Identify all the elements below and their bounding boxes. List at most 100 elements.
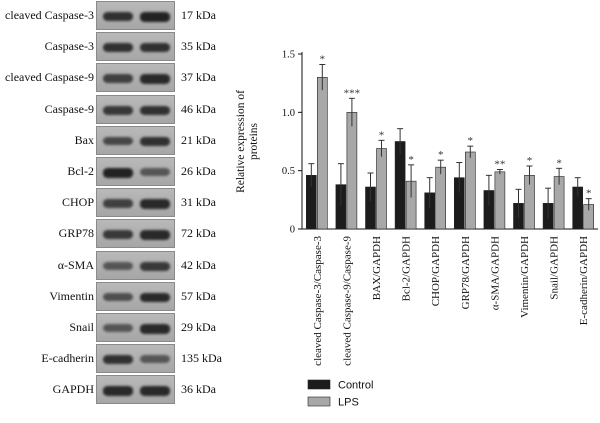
- lps-bar: [376, 148, 387, 230]
- blot-protein-label: Caspase-3: [44, 39, 94, 54]
- blot-image: [96, 94, 175, 124]
- significance-marker: ***: [344, 87, 361, 99]
- y-tick-label: 1.5: [282, 50, 295, 61]
- significance-marker: *: [438, 149, 444, 161]
- significance-marker: *: [468, 135, 474, 147]
- lps-band: [140, 168, 170, 176]
- significance-marker: *: [586, 188, 592, 200]
- lps-bar: [346, 112, 358, 230]
- legend-label: LPS: [338, 397, 359, 409]
- significance-marker: *: [379, 129, 385, 141]
- lps-band: [140, 12, 170, 22]
- lps-band: [140, 43, 170, 53]
- western-blot-panel: cleaved Caspase-3 17 kDa Caspase-3 35 kDa cl…: [0, 0, 270, 423]
- lps-band: [140, 261, 170, 271]
- blot-row: CHOP 31 kDa: [0, 187, 270, 218]
- blot-image: [96, 63, 175, 93]
- control-band: [103, 199, 133, 208]
- blot-molecular-weight: 31 kDa: [181, 195, 216, 210]
- blot-image: [96, 313, 175, 342]
- blot-molecular-weight: 135 kDa: [181, 351, 222, 366]
- blot-row: Vimentin 57 kDa: [0, 281, 270, 312]
- lps-band: [140, 292, 170, 303]
- blot-protein-label: α-SMA: [57, 257, 94, 272]
- control-band: [103, 74, 133, 84]
- control-band: [103, 12, 133, 22]
- lps-bar: [317, 77, 328, 230]
- blot-image: [96, 125, 175, 155]
- blot-protein-label: Snail: [69, 320, 94, 334]
- lps-bar: [494, 171, 506, 230]
- blot-molecular-weight: 72 kDa: [181, 226, 216, 241]
- blot-image: [96, 219, 175, 249]
- legend-control-swatch: [307, 379, 331, 390]
- x-category-label: Vimentin/GAPDH: [519, 236, 531, 318]
- control-band: [103, 105, 133, 115]
- blot-row: cleaved Caspase-9 37 kDa: [0, 62, 270, 93]
- chart-bars: ****** **** * **: [306, 54, 595, 230]
- blot-image: [96, 281, 175, 311]
- control-band: [103, 355, 133, 365]
- lps-bar: [465, 151, 476, 230]
- blot-protein-label: CHOP: [61, 195, 94, 210]
- control-band: [103, 43, 133, 53]
- blot-row: Bcl-2 26 kDa: [0, 156, 270, 187]
- lps-band: [140, 324, 170, 334]
- blot-row: Caspase-3 35 kDa: [0, 31, 270, 62]
- lps-band: [140, 105, 170, 115]
- x-category-label: Bcl-2/GAPDH: [401, 236, 413, 301]
- blot-molecular-weight: 21 kDa: [181, 132, 216, 147]
- blot-image: [96, 188, 175, 218]
- y-axis-label: Relative expression ofproteins: [235, 90, 260, 193]
- blot-molecular-weight: 57 kDa: [181, 288, 216, 303]
- blot-row: Caspase-9 46 kDa: [0, 94, 270, 125]
- blot-molecular-weight: 17 kDa: [181, 8, 216, 22]
- blot-image: [96, 157, 175, 186]
- lps-band: [140, 386, 170, 396]
- blot-image: [96, 32, 175, 62]
- x-category-label: GRP78/GAPDH: [460, 236, 472, 309]
- blot-row: α-SMA 42 kDa: [0, 250, 270, 281]
- blot-molecular-weight: 29 kDa: [181, 320, 216, 334]
- control-band: [103, 324, 133, 332]
- blot-protein-label: Caspase-9: [44, 101, 94, 116]
- blot-molecular-weight: 46 kDa: [181, 101, 216, 116]
- y-tick-label: 1.0: [282, 108, 295, 119]
- chart-category-labels: cleaved Caspase-3/Caspase-3 cleaved Caspa…: [312, 236, 590, 366]
- control-band: [103, 230, 133, 240]
- blot-molecular-weight: 36 kDa: [181, 382, 216, 397]
- lps-band: [140, 199, 170, 209]
- control-band: [103, 136, 133, 146]
- blot-protein-label: Bcl-2: [67, 164, 94, 178]
- control-band: [103, 292, 133, 302]
- blot-protein-label: Bax: [74, 132, 94, 147]
- blot-protein-label: Vimentin: [49, 288, 94, 303]
- bar-chart: 00.51.01.5 ****** **** * ** cleaved Caspase…: [235, 50, 598, 409]
- blot-row: Snail 29 kDa: [0, 312, 270, 343]
- x-category-label: CHOP/GAPDH: [430, 236, 442, 306]
- blot-protein-label: cleaved Caspase-3: [5, 8, 94, 22]
- y-tick-label: 0.5: [282, 166, 295, 177]
- x-category-label: cleaved Caspase-9/Caspase-9: [341, 236, 353, 366]
- blot-protein-label: cleaved Caspase-9: [5, 70, 94, 85]
- blot-image: [96, 344, 175, 374]
- significance-marker: *: [408, 154, 414, 166]
- blot-molecular-weight: 42 kDa: [181, 257, 216, 272]
- y-tick-label: 0: [290, 225, 295, 236]
- blot-molecular-weight: 37 kDa: [181, 70, 216, 85]
- blot-row: cleaved Caspase-3 17 kDa: [0, 0, 270, 31]
- x-category-label: E-cadherin/GAPDH: [578, 236, 590, 325]
- blot-protein-label: GRP78: [58, 226, 94, 241]
- blot-protein-label: E-cadherin: [41, 351, 94, 366]
- x-category-label: BAX/GAPDH: [371, 236, 383, 300]
- blot-image: [96, 250, 175, 280]
- lps-bar: [435, 166, 446, 230]
- x-category-label: Snail/GAPDH: [549, 236, 561, 300]
- legend-label: Control: [338, 380, 373, 392]
- significance-marker: *: [320, 54, 326, 66]
- legend-lps-swatch: [307, 396, 331, 407]
- lps-band: [140, 74, 170, 84]
- blot-row: Bax 21 kDa: [0, 125, 270, 156]
- blot-molecular-weight: 26 kDa: [181, 164, 216, 178]
- blot-protein-label: GAPDH: [52, 382, 94, 397]
